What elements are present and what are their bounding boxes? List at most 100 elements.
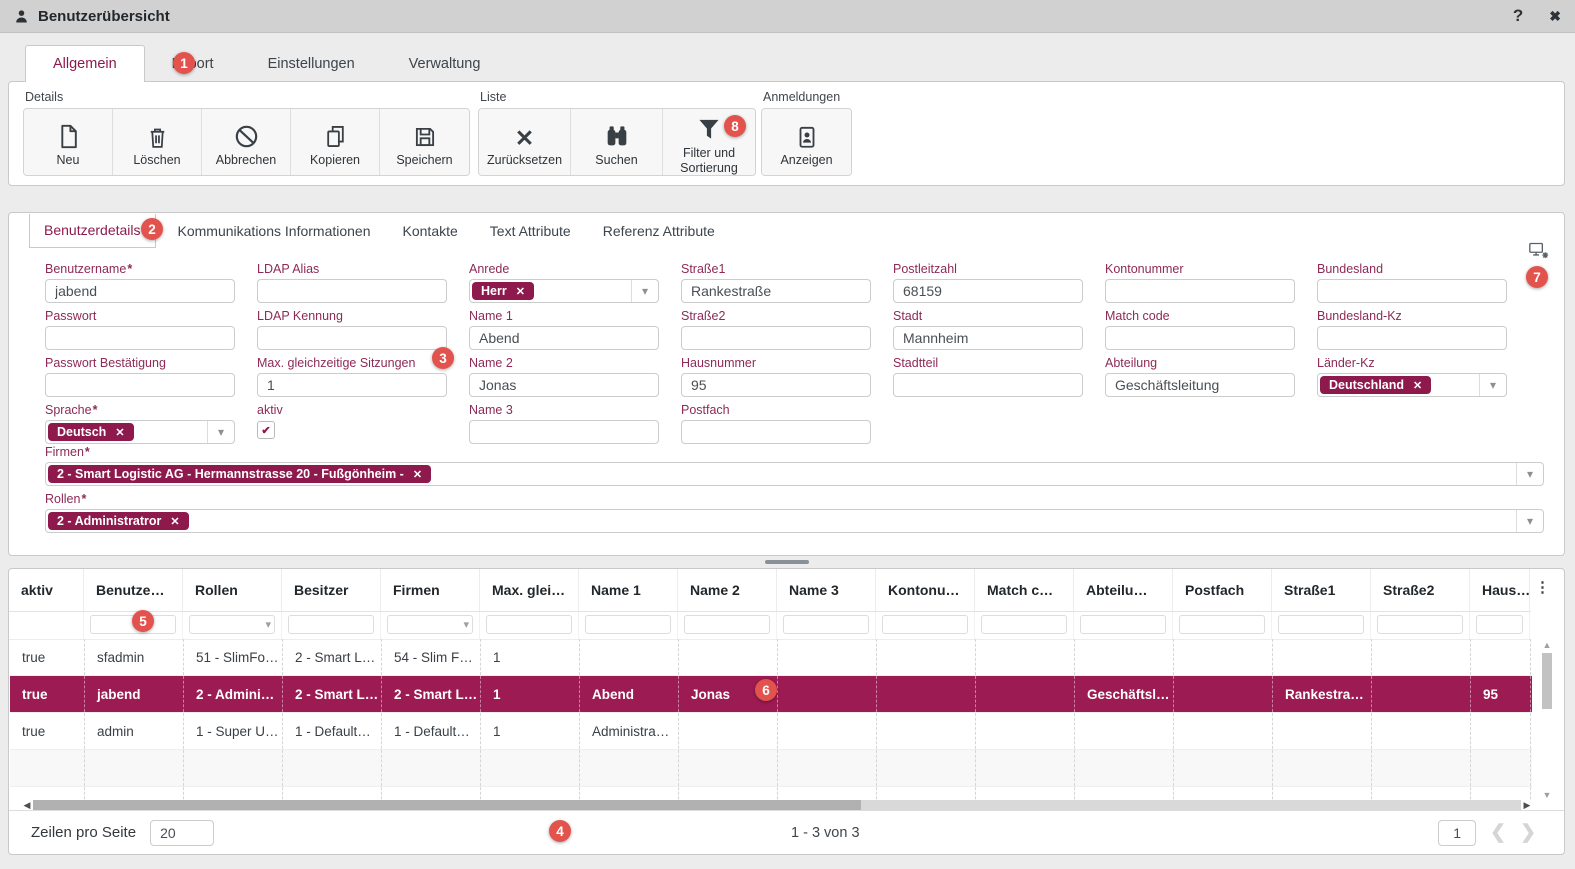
field-input-max-gleichzeitige-sitzungen[interactable] [257,373,447,397]
scroll-down-icon[interactable]: ▼ [1542,790,1552,800]
tab-einstellungen[interactable]: Einstellungen [267,55,355,72]
previous-page-icon[interactable]: ❮ [1490,822,1507,843]
filter-input-name-3[interactable] [783,615,869,634]
chevron-down-icon[interactable]: ▾ [631,280,658,302]
chevron-down-icon[interactable]: ▾ [207,421,234,443]
detail-tab-referenz-attribute[interactable]: Referenz Attribute [602,222,715,239]
column-header-benutze[interactable]: Benutze… [84,569,183,611]
next-page-icon[interactable]: ❯ [1520,822,1536,843]
neu-button[interactable]: Neu [24,109,113,175]
field-input-postleitzahl[interactable] [893,279,1083,303]
field-input-hausnummer[interactable] [681,373,871,397]
filter-input-match-c[interactable] [981,615,1067,634]
chevron-down-icon[interactable]: ▾ [1479,374,1506,396]
field-input-straße2[interactable] [681,326,871,350]
panel-splitter[interactable] [8,556,1565,567]
anzeigen-button[interactable]: Anzeigen [762,109,851,175]
column-header-besitzer[interactable]: Besitzer [282,569,381,611]
detail-tab-kontakte[interactable]: Kontakte [402,222,458,239]
field-input-kontonummer[interactable] [1105,279,1295,303]
column-header-straße2[interactable]: Straße2 [1371,569,1470,611]
detail-tab-kommunikations-informationen[interactable]: Kommunikations Informationen [177,222,371,239]
column-header-max-glei[interactable]: Max. glei… [480,569,579,611]
field-input-ldap-alias[interactable] [257,279,447,303]
filter-input-firmen[interactable] [387,615,473,634]
filter-input-name-2[interactable] [684,615,770,634]
table-row[interactable]: true sfadmin 51 - SlimFo… 2 - Smart L… 54 - … [10,639,1532,676]
kopieren-button[interactable]: Kopieren [291,109,380,175]
table-row[interactable]: true admin 1 - Super U… 1 - Default… 1 - Def… [10,713,1532,750]
filter-input-max-glei[interactable] [486,615,572,634]
horizontal-scrollbar[interactable]: ◀ ▶ [21,799,1533,811]
column-header-name-1[interactable]: Name 1 [579,569,678,611]
field-input-postfach[interactable] [681,420,871,444]
field-input-bundesland[interactable] [1317,279,1507,303]
field-input-passwort[interactable] [45,326,235,350]
horizontal-scroll-track[interactable] [33,799,1521,811]
remove-tag-icon[interactable]: ✕ [412,468,423,481]
field-select-anrede[interactable]: Herr ✕ ▾ [469,279,659,303]
filter-input-besitzer[interactable] [288,615,374,634]
filter-input-abteilu[interactable] [1080,615,1166,634]
filter-input-name-1[interactable] [585,615,671,634]
vertical-scrollbar[interactable]: ▲ ▼ [1540,640,1554,800]
detail-tab-benutzerdetails[interactable]: Benutzerdetails [29,213,156,248]
scroll-left-icon[interactable]: ◀ [23,799,31,810]
chevron-down-icon[interactable]: ▾ [1516,510,1543,532]
column-header-match-c[interactable]: Match c… [975,569,1074,611]
tab-allgemein[interactable]: Allgemein [25,45,145,82]
page-number-input[interactable] [1438,819,1477,846]
checkbox-aktiv[interactable]: ✔ [257,421,275,439]
column-header-haus[interactable]: Haus… [1470,569,1530,611]
filter-input-straße2[interactable] [1377,615,1463,634]
column-header-abteilu[interactable]: Abteilu… [1074,569,1173,611]
field-input-name-1[interactable] [469,326,659,350]
column-header-firmen[interactable]: Firmen [381,569,480,611]
field-input-passwort-bestätigung[interactable] [45,373,235,397]
help-icon[interactable]: ? [1512,6,1524,25]
field-select-länder-kz[interactable]: Deutschland ✕ ▾ [1317,373,1507,397]
filter-input-straße1[interactable] [1278,615,1364,634]
column-header-name-2[interactable]: Name 2 [678,569,777,611]
field-input-bundesland-kz[interactable] [1317,326,1507,350]
tab-verwaltung[interactable]: Verwaltung [408,55,481,72]
zurücksetzen-button[interactable]: ✕ Zurücksetzen [479,109,571,175]
remove-tag-icon[interactable]: ✕ [115,426,125,439]
field-input-straße1[interactable] [681,279,871,303]
remove-tag-icon[interactable]: ✕ [1413,379,1423,392]
löschen-button[interactable]: Löschen [113,109,202,175]
rows-per-page-input[interactable] [150,819,215,846]
detail-tab-text-attribute[interactable]: Text Attribute [489,222,571,239]
field-select-rollen[interactable]: 2 - Administratror ✕ ▾ [45,509,1544,533]
remove-tag-icon[interactable]: ✕ [515,285,525,298]
filter-input-postfach[interactable] [1179,615,1265,634]
field-input-stadtteil[interactable] [893,373,1083,397]
filter-input-haus[interactable] [1476,615,1523,634]
filter-input-kontonu[interactable] [882,615,968,634]
splitter-handle[interactable] [764,559,809,564]
field-input-ldap-kennung[interactable] [257,326,447,350]
column-header-straße1[interactable]: Straße1 [1272,569,1371,611]
remove-tag-icon[interactable]: ✕ [170,515,180,528]
suchen-button[interactable]: Suchen [571,109,663,175]
speichern-button[interactable]: Speichern [380,109,469,175]
column-header-rollen[interactable]: Rollen [183,569,282,611]
horizontal-scroll-thumb[interactable] [33,799,861,811]
field-select-firmen[interactable]: 2 - Smart Logistic AG - Hermannstrasse 2… [45,462,1544,486]
field-select-sprache[interactable]: Deutsch ✕ ▾ [45,420,235,444]
vertical-scroll-thumb[interactable] [1542,653,1552,709]
scroll-up-icon[interactable]: ▲ [1542,640,1552,650]
detach-window-icon[interactable] [1528,241,1550,266]
filter-input-rollen[interactable] [189,615,275,634]
column-header-kontonu[interactable]: Kontonu… [876,569,975,611]
field-input-stadt[interactable] [893,326,1083,350]
field-input-name-2[interactable] [469,373,659,397]
field-input-benutzername[interactable] [45,279,235,303]
field-input-name-3[interactable] [469,420,659,444]
chevron-down-icon[interactable]: ▾ [1516,463,1543,485]
column-header-postfach[interactable]: Postfach [1173,569,1272,611]
field-input-abteilung[interactable] [1105,373,1295,397]
close-icon[interactable]: ✖ [1549,7,1561,24]
column-header-aktiv[interactable]: aktiv [9,569,84,611]
column-header-name-3[interactable]: Name 3 [777,569,876,611]
